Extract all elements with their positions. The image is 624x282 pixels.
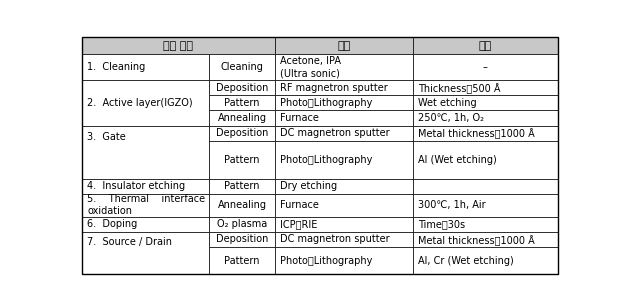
- Bar: [275, 179, 413, 194]
- Text: Al, Cr (Wet etching): Al, Cr (Wet etching): [418, 255, 514, 266]
- Bar: [413, 194, 558, 217]
- Text: 비고: 비고: [479, 41, 492, 51]
- Text: Photo－Lithography: Photo－Lithography: [280, 155, 373, 165]
- Bar: [82, 179, 210, 194]
- Text: 300℃, 1h, Air: 300℃, 1h, Air: [418, 200, 485, 210]
- Bar: [210, 111, 275, 126]
- Bar: [210, 217, 275, 232]
- Bar: [210, 95, 275, 111]
- Bar: [413, 111, 558, 126]
- Bar: [275, 217, 413, 232]
- Bar: [413, 54, 558, 80]
- Text: Acetone, IPA
(Ultra sonic): Acetone, IPA (Ultra sonic): [280, 56, 341, 78]
- Bar: [413, 80, 558, 95]
- Bar: [413, 217, 558, 232]
- Bar: [413, 126, 558, 141]
- Bar: [413, 37, 558, 54]
- Bar: [82, 54, 210, 80]
- Bar: [210, 232, 275, 247]
- Text: Pattern: Pattern: [225, 98, 260, 108]
- Text: Pattern: Pattern: [225, 155, 260, 165]
- Text: Photo－Lithography: Photo－Lithography: [280, 255, 373, 266]
- Bar: [82, 37, 275, 54]
- Bar: [82, 232, 210, 274]
- Bar: [210, 141, 275, 179]
- Text: 250℃, 1h, O₂: 250℃, 1h, O₂: [418, 113, 484, 123]
- Text: 방법: 방법: [338, 41, 351, 51]
- Text: Thickness：500 Å: Thickness：500 Å: [418, 82, 500, 93]
- Bar: [413, 247, 558, 274]
- Bar: [413, 95, 558, 111]
- Text: Metal thickness：1000 Å: Metal thickness：1000 Å: [418, 234, 535, 245]
- Text: Pattern: Pattern: [225, 255, 260, 266]
- Bar: [210, 126, 275, 141]
- Bar: [210, 80, 275, 95]
- Bar: [275, 37, 413, 54]
- Text: Photo－Lithography: Photo－Lithography: [280, 98, 373, 108]
- Text: ICP－RIE: ICP－RIE: [280, 219, 317, 229]
- Bar: [275, 247, 413, 274]
- Bar: [275, 80, 413, 95]
- Text: 5.    Thermal    interface
oxidation: 5. Thermal interface oxidation: [87, 195, 205, 216]
- Text: Furnace: Furnace: [280, 200, 319, 210]
- Text: 3.  Gate: 3. Gate: [87, 132, 126, 142]
- Text: Dry etching: Dry etching: [280, 181, 337, 191]
- Text: Metal thickness：1000 Å: Metal thickness：1000 Å: [418, 128, 535, 139]
- Bar: [413, 232, 558, 247]
- Bar: [275, 95, 413, 111]
- Text: 7.  Source / Drain: 7. Source / Drain: [87, 237, 172, 247]
- Bar: [210, 179, 275, 194]
- Bar: [413, 141, 558, 179]
- Text: O₂ plasma: O₂ plasma: [217, 219, 267, 229]
- Text: –: –: [483, 62, 488, 72]
- Text: DC magnetron sputter: DC magnetron sputter: [280, 128, 389, 138]
- Bar: [210, 54, 275, 80]
- Bar: [275, 111, 413, 126]
- Text: 공정 순서: 공정 순서: [163, 41, 193, 51]
- Bar: [82, 194, 210, 217]
- Bar: [82, 126, 210, 179]
- Text: Annealing: Annealing: [218, 113, 266, 123]
- Text: DC magnetron sputter: DC magnetron sputter: [280, 234, 389, 244]
- Text: Al (Wet etching): Al (Wet etching): [418, 155, 497, 165]
- Bar: [210, 194, 275, 217]
- Text: Time：30s: Time：30s: [418, 219, 465, 229]
- Bar: [82, 80, 210, 126]
- Text: Deposition: Deposition: [216, 83, 268, 93]
- Bar: [413, 179, 558, 194]
- Bar: [275, 126, 413, 141]
- Bar: [275, 54, 413, 80]
- Text: Deposition: Deposition: [216, 128, 268, 138]
- Bar: [275, 141, 413, 179]
- Text: 6.  Doping: 6. Doping: [87, 219, 137, 229]
- Text: Annealing: Annealing: [218, 200, 266, 210]
- Text: Cleaning: Cleaning: [221, 62, 264, 72]
- Text: RF magnetron sputter: RF magnetron sputter: [280, 83, 388, 93]
- Text: Deposition: Deposition: [216, 234, 268, 244]
- Bar: [275, 194, 413, 217]
- Bar: [82, 217, 210, 232]
- Text: 1.  Cleaning: 1. Cleaning: [87, 62, 145, 72]
- Text: Pattern: Pattern: [225, 181, 260, 191]
- Text: Furnace: Furnace: [280, 113, 319, 123]
- Bar: [210, 247, 275, 274]
- Text: Wet etching: Wet etching: [418, 98, 477, 108]
- Text: 4.  Insulator etching: 4. Insulator etching: [87, 181, 185, 191]
- Text: 2.  Active layer(IGZO): 2. Active layer(IGZO): [87, 98, 193, 108]
- Bar: [275, 232, 413, 247]
